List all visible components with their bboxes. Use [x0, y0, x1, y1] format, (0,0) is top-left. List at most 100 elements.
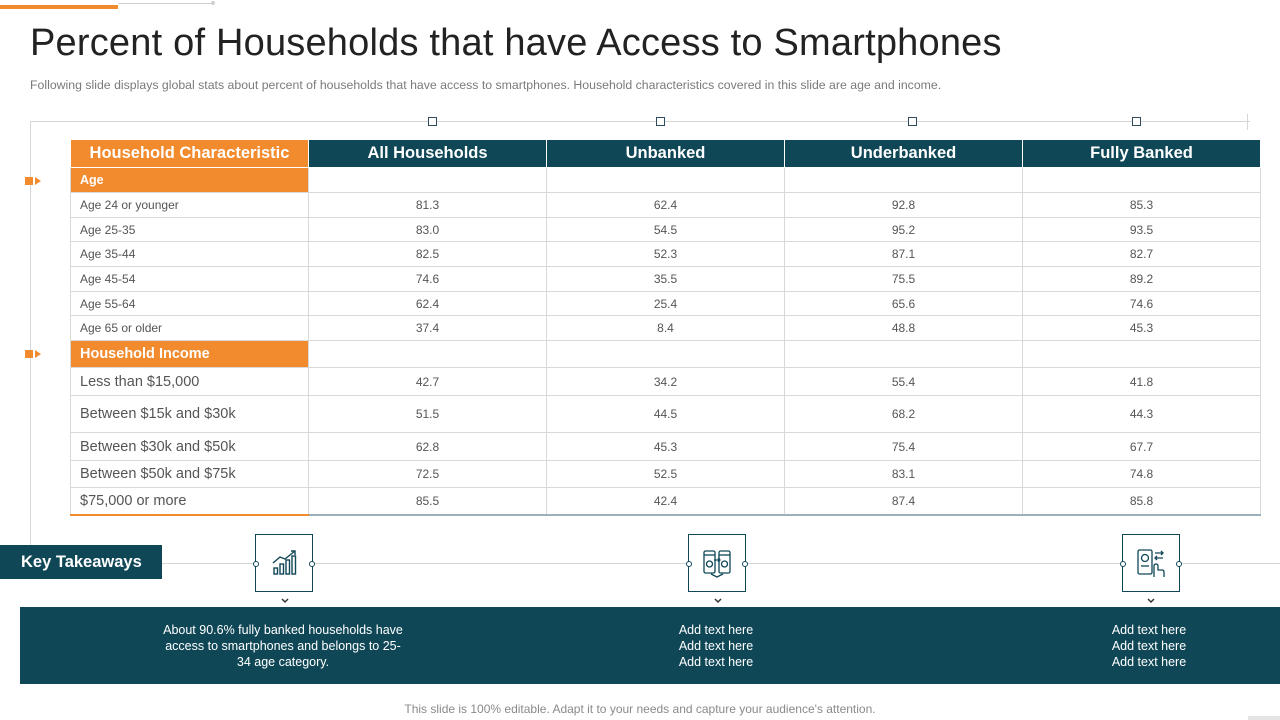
- cell-value: 72.5: [308, 460, 547, 489]
- cell-value: 65.6: [784, 290, 1023, 317]
- cell-value: 44.5: [546, 395, 785, 434]
- header-fully-banked: Fully Banked: [1022, 139, 1261, 168]
- cell-value: 62.4: [308, 290, 547, 317]
- cell-value: 92.8: [784, 192, 1023, 218]
- cell-value: 87.1: [784, 241, 1023, 268]
- cell-value: 82.7: [1022, 241, 1261, 268]
- cell-value: 62.4: [546, 192, 785, 218]
- cell-value: 35.5: [546, 266, 785, 292]
- key-takeaways-label: Key Takeaways: [0, 545, 162, 579]
- column-handle[interactable]: [656, 117, 665, 126]
- cell-value: 55.4: [784, 367, 1023, 397]
- row-label: Age 24 or younger: [70, 192, 309, 218]
- cell-value: 74.8: [1022, 460, 1261, 489]
- cell-value: 44.3: [1022, 395, 1261, 434]
- cell-value: 67.7: [1022, 432, 1261, 462]
- table-row: Age 25-35 83.0 54.5 95.2 93.5: [70, 216, 1261, 243]
- section-marker-income: [25, 349, 45, 359]
- frame-right-tick: [1247, 114, 1248, 130]
- chevron-down-icon: [1147, 598, 1155, 604]
- cell-value: 81.3: [308, 192, 547, 218]
- takeaway-text-3: Add text here Add text here Add text her…: [1111, 623, 1187, 669]
- cell-value: 52.3: [546, 241, 785, 268]
- table-row: $75,000 or more 85.5 42.4 87.4 85.8: [70, 487, 1261, 516]
- takeaways-panel: [20, 607, 1280, 684]
- table-row: Age 24 or younger 81.3 62.4 92.8 85.3: [70, 192, 1261, 218]
- cell-value: 62.8: [308, 432, 547, 462]
- cell-value: 8.4: [546, 315, 785, 342]
- top-accent-bar: [0, 5, 118, 9]
- cell-value: 45.3: [1022, 315, 1261, 342]
- page-subtitle: Following slide displays global stats ab…: [30, 78, 942, 92]
- column-handle[interactable]: [428, 117, 437, 126]
- cell-value: 68.2: [784, 395, 1023, 434]
- cell-value: 87.4: [784, 487, 1023, 516]
- row-label: Age 35-44: [70, 241, 309, 268]
- cell-value: 74.6: [308, 266, 547, 292]
- cell-value: 54.5: [546, 216, 785, 243]
- top-accent-dot: [211, 1, 215, 5]
- cell-value: 83.0: [308, 216, 547, 243]
- section-row-age: Age: [70, 167, 1261, 193]
- row-label: Age 65 or older: [70, 315, 309, 342]
- column-handle[interactable]: [908, 117, 917, 126]
- chevron-down-icon: [281, 598, 289, 604]
- row-label: Age 25-35: [70, 216, 309, 243]
- mobile-payment-icon: [686, 534, 748, 592]
- cell-value: 75.4: [784, 432, 1023, 462]
- cell-value: 25.4: [546, 290, 785, 317]
- table-row: Between $30k and $50k 62.8 45.3 75.4 67.…: [70, 432, 1261, 462]
- table-row: Less than $15,000 42.7 34.2 55.4 41.8: [70, 367, 1261, 397]
- section-marker-age: [25, 176, 45, 186]
- header-unbanked: Unbanked: [546, 139, 785, 168]
- cell-value: 45.3: [546, 432, 785, 462]
- top-accent-line: [118, 3, 213, 4]
- cell-value: 93.5: [1022, 216, 1261, 243]
- cell-value: 85.8: [1022, 487, 1261, 516]
- cell-value: 95.2: [784, 216, 1023, 243]
- frame-left-line: [30, 121, 31, 563]
- header-underbanked: Underbanked: [784, 139, 1023, 168]
- cell-value: 85.3: [1022, 192, 1261, 218]
- section-label-income: Household Income: [70, 340, 309, 369]
- frame-top-line: [30, 121, 1250, 122]
- row-label: Age 55-64: [70, 290, 309, 317]
- cell-value: 37.4: [308, 315, 547, 342]
- row-label: Between $30k and $50k: [70, 432, 309, 462]
- section-row-income: Household Income: [70, 340, 1261, 369]
- cell-value: 42.7: [308, 367, 547, 397]
- cell-value: 51.5: [308, 395, 547, 434]
- table-header-row: Household Characteristic All Households …: [70, 139, 1261, 168]
- tap-to-pay-icon: [1120, 534, 1182, 592]
- cell-value: 89.2: [1022, 266, 1261, 292]
- takeaway-text-2: Add text here Add text here Add text her…: [678, 623, 754, 669]
- column-handle[interactable]: [1132, 117, 1141, 126]
- table-row: Age 45-54 74.6 35.5 75.5 89.2: [70, 266, 1261, 292]
- cell-value: 83.1: [784, 460, 1023, 489]
- smartphone-access-table: Household Characteristic All Households …: [70, 139, 1261, 516]
- cell-value: 82.5: [308, 241, 547, 268]
- cell-value: 41.8: [1022, 367, 1261, 397]
- cell-value: 52.5: [546, 460, 785, 489]
- cell-value: 85.5: [308, 487, 547, 516]
- table-row: Age 55-64 62.4 25.4 65.6 74.6: [70, 290, 1261, 317]
- table-row: Age 65 or older 37.4 8.4 48.8 45.3: [70, 315, 1261, 342]
- header-all-households: All Households: [308, 139, 547, 168]
- cell-value: 34.2: [546, 367, 785, 397]
- row-label: Between $50k and $75k: [70, 460, 309, 489]
- header-household-characteristic: Household Characteristic: [70, 139, 309, 168]
- row-label: Age 45-54: [70, 266, 309, 292]
- section-label-age: Age: [70, 167, 309, 193]
- chevron-down-icon: [714, 598, 722, 604]
- growth-chart-icon: [253, 534, 315, 592]
- corner-mark: [1248, 716, 1280, 720]
- cell-value: 48.8: [784, 315, 1023, 342]
- table-row: Between $50k and $75k 72.5 52.5 83.1 74.…: [70, 460, 1261, 489]
- footer-note: This slide is 100% editable. Adapt it to…: [404, 702, 876, 716]
- row-label: Less than $15,000: [70, 367, 309, 397]
- cell-value: 75.5: [784, 266, 1023, 292]
- table-row: Between $15k and $30k 51.5 44.5 68.2 44.…: [70, 395, 1261, 434]
- cell-value: 74.6: [1022, 290, 1261, 317]
- table-row: Age 35-44 82.5 52.3 87.1 82.7: [70, 241, 1261, 268]
- cell-value: 42.4: [546, 487, 785, 516]
